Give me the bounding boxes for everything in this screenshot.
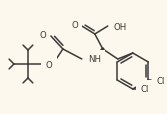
Text: O: O [39, 30, 46, 39]
Text: Cl: Cl [141, 85, 149, 94]
Text: NH: NH [88, 55, 101, 64]
Text: OH: OH [114, 22, 127, 31]
Text: O: O [71, 20, 78, 29]
Text: O: O [46, 60, 52, 69]
Text: Cl: Cl [156, 76, 165, 85]
